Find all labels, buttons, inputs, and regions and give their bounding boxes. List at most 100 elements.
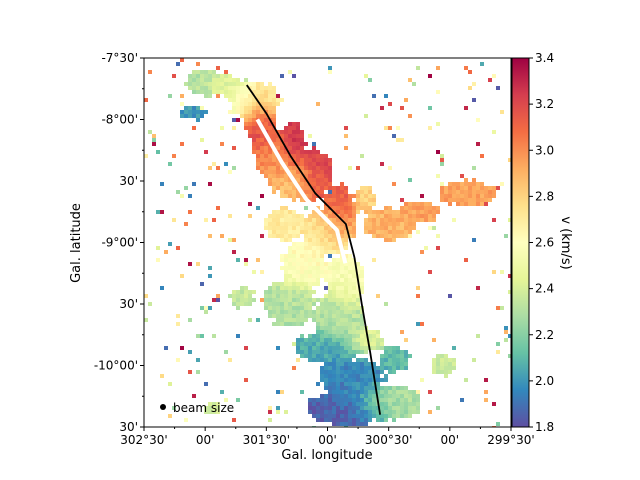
map-pixel (272, 298, 276, 302)
map-pixel (188, 370, 192, 374)
map-pixel (368, 398, 372, 402)
map-pixel (168, 94, 172, 98)
map-pixel (300, 290, 304, 294)
map-pixel (324, 230, 328, 234)
map-pixel (348, 318, 352, 322)
map-pixel (404, 98, 408, 102)
map-pixel (328, 262, 332, 266)
map-pixel (268, 86, 272, 90)
map-pixel (400, 138, 404, 142)
y-tick-label: -7°30' (101, 51, 138, 65)
map-pixel (272, 114, 276, 118)
map-pixel (364, 190, 368, 194)
map-pixel (312, 182, 316, 186)
map-pixel (340, 278, 344, 282)
map-pixel (348, 338, 352, 342)
map-pixel (288, 142, 292, 146)
map-pixel (384, 126, 388, 130)
map-pixel (464, 194, 468, 198)
map-pixel (296, 278, 300, 282)
map-pixel (352, 310, 356, 314)
map-pixel (348, 234, 352, 238)
map-pixel (344, 362, 348, 366)
map-pixel (296, 298, 300, 302)
map-pixel (340, 354, 344, 358)
map-pixel (336, 262, 340, 266)
map-pixel (320, 230, 324, 234)
map-pixel (360, 366, 364, 370)
map-pixel (368, 342, 372, 346)
map-pixel (368, 338, 372, 342)
map-pixel (312, 194, 316, 198)
map-pixel (360, 378, 364, 382)
map-pixel (152, 134, 156, 138)
map-pixel (384, 410, 388, 414)
map-pixel (296, 178, 300, 182)
map-pixel (360, 410, 364, 414)
map-pixel (320, 330, 324, 334)
map-pixel (148, 70, 152, 74)
map-pixel (304, 218, 308, 222)
map-pixel (348, 346, 352, 350)
map-pixel (412, 410, 416, 414)
map-pixel (280, 74, 284, 78)
map-pixel (496, 342, 500, 346)
map-pixel (252, 298, 256, 302)
map-pixel (320, 270, 324, 274)
map-pixel (400, 230, 404, 234)
map-pixel (476, 334, 480, 338)
map-pixel (208, 182, 212, 186)
map-pixel (352, 290, 356, 294)
map-pixel (292, 322, 296, 326)
map-pixel (316, 258, 320, 262)
filament-gap-line (255, 118, 348, 264)
map-pixel (328, 266, 332, 270)
map-pixel (208, 266, 212, 270)
map-pixel (344, 342, 348, 346)
map-pixel (264, 142, 268, 146)
map-pixel (468, 186, 472, 190)
map-pixel (308, 354, 312, 358)
map-pixel (272, 102, 276, 106)
map-pixel (256, 130, 260, 134)
map-pixel (296, 222, 300, 226)
map-pixel (364, 370, 368, 374)
map-pixel (324, 170, 328, 174)
map-pixel (352, 194, 356, 198)
map-pixel (320, 178, 324, 182)
map-pixel (384, 362, 388, 366)
map-pixel (336, 374, 340, 378)
map-pixel (300, 230, 304, 234)
map-pixel (320, 350, 324, 354)
map-pixel (452, 182, 456, 186)
map-pixel (276, 222, 280, 226)
map-pixel (328, 318, 332, 322)
map-pixel (344, 394, 348, 398)
map-pixel (348, 354, 352, 358)
map-pixel (316, 230, 320, 234)
map-pixel (188, 318, 192, 322)
map-pixel (364, 414, 368, 418)
map-pixel (252, 98, 256, 102)
map-pixel (292, 262, 296, 266)
map-pixel (324, 318, 328, 322)
map-pixel (276, 134, 280, 138)
map-pixel (348, 322, 352, 326)
map-pixel (272, 186, 276, 190)
map-pixel (244, 86, 248, 90)
map-pixel (348, 378, 352, 382)
map-pixel (372, 342, 376, 346)
map-pixel (304, 302, 308, 306)
map-pixel (324, 246, 328, 250)
map-pixel (396, 218, 400, 222)
map-pixel (332, 338, 336, 342)
y-tick-label: -8°00' (101, 113, 138, 127)
map-pixel (324, 262, 328, 266)
map-pixel (288, 258, 292, 262)
map-pixel (320, 186, 324, 190)
map-pixel (316, 274, 320, 278)
map-pixel (264, 302, 268, 306)
map-pixel (356, 378, 360, 382)
map-pixel (228, 358, 232, 362)
map-pixel (268, 234, 272, 238)
